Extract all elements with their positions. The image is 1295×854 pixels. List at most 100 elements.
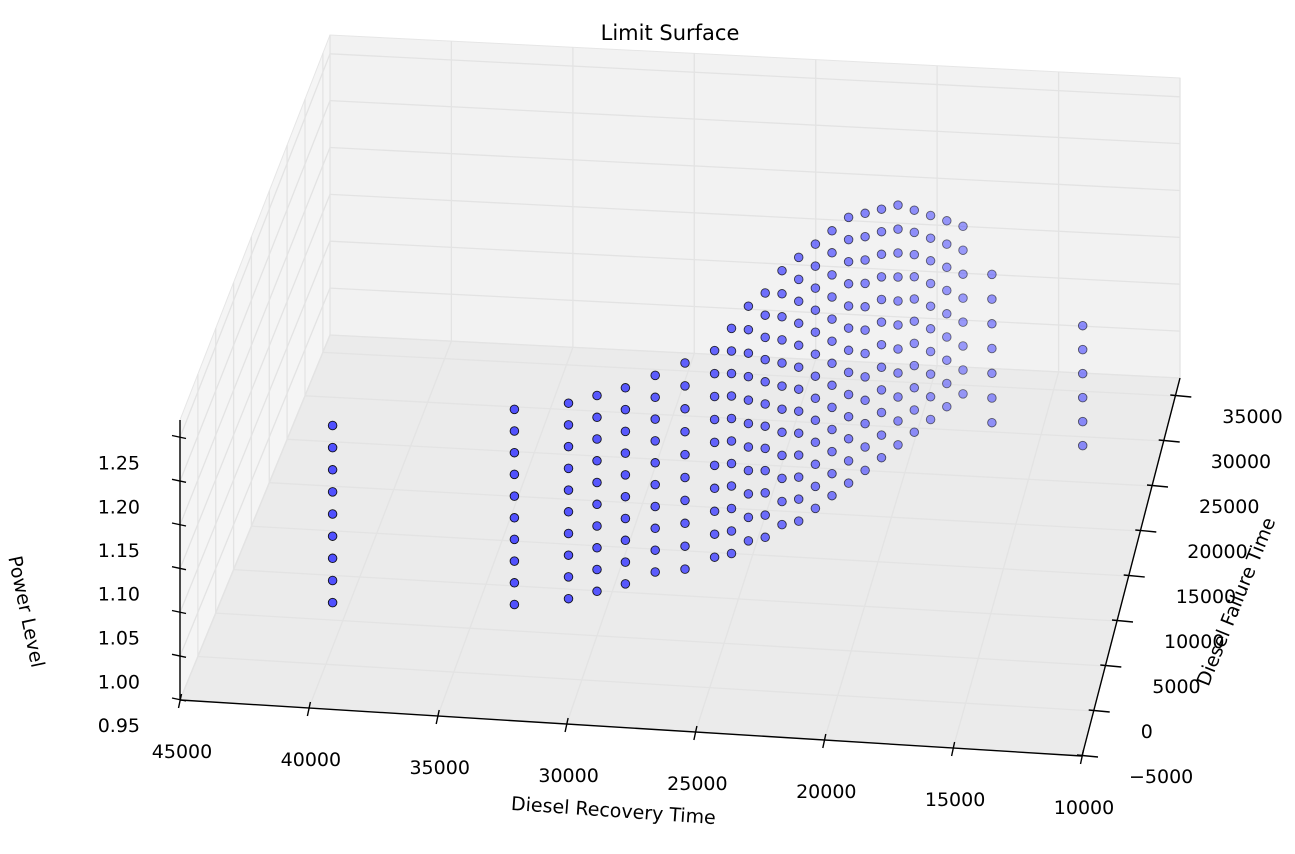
data-point <box>876 362 887 373</box>
data-point <box>827 468 837 479</box>
data-point <box>942 262 952 273</box>
data-point <box>709 414 720 425</box>
data-point <box>909 383 920 393</box>
data-point <box>810 305 821 315</box>
data-point <box>987 294 997 304</box>
data-point <box>827 358 837 369</box>
data-point <box>893 224 903 234</box>
data-point <box>793 450 804 460</box>
data-point <box>893 320 903 330</box>
data-point <box>942 378 952 389</box>
data-point <box>893 344 903 354</box>
data-point <box>509 447 520 458</box>
y-tick-mark <box>1123 574 1145 578</box>
data-point <box>726 526 737 536</box>
data-point <box>592 586 602 597</box>
data-point <box>925 346 936 357</box>
data-point <box>563 485 574 495</box>
data-point <box>563 398 574 408</box>
data-point <box>563 507 574 517</box>
data-point <box>909 227 920 238</box>
data-point <box>860 395 870 406</box>
grid-line-z-back <box>329 53 1181 98</box>
data-point <box>810 393 821 404</box>
y-tick-label: 35000 <box>1222 406 1282 428</box>
data-point <box>876 294 887 305</box>
data-point <box>893 200 903 210</box>
data-point <box>893 416 903 426</box>
grid-line-y-floor <box>287 438 1153 487</box>
axis-panes <box>179 34 1181 757</box>
data-point <box>327 465 338 475</box>
grid-line-z-back <box>329 146 1181 192</box>
data-point <box>563 550 574 560</box>
data-point <box>650 370 660 381</box>
data-point <box>327 442 338 453</box>
data-point <box>777 496 787 507</box>
z-tick-label: 1.10 <box>98 584 140 606</box>
data-point <box>620 404 631 415</box>
data-point <box>760 332 770 343</box>
data-point <box>620 470 631 480</box>
data-point <box>860 208 870 219</box>
data-point <box>860 231 870 242</box>
data-point <box>726 548 737 559</box>
data-point <box>509 578 520 588</box>
data-point <box>942 355 952 365</box>
data-point <box>743 489 754 499</box>
data-point <box>810 503 821 514</box>
data-point <box>810 327 821 337</box>
z-tick-mark <box>171 653 187 658</box>
data-point <box>893 392 903 402</box>
x-tick-mark <box>564 717 569 733</box>
data-point <box>810 239 821 249</box>
data-point <box>680 381 690 391</box>
grid-line-z-side <box>179 100 331 482</box>
data-point <box>909 316 920 326</box>
data-point <box>810 481 821 492</box>
data-point <box>743 512 754 523</box>
data-point <box>909 360 920 371</box>
data-point <box>860 442 870 452</box>
data-point <box>987 343 997 354</box>
data-point <box>909 405 920 415</box>
data-point <box>925 233 936 243</box>
data-point <box>925 301 936 311</box>
chart-title: Limit Surface <box>601 21 740 45</box>
data-point <box>893 368 903 378</box>
data-point <box>709 552 720 562</box>
grid-line-z-side <box>179 147 331 526</box>
data-point <box>925 369 936 379</box>
data-point <box>509 513 520 523</box>
data-point <box>620 383 631 393</box>
data-point <box>843 411 854 422</box>
data-point <box>760 510 770 520</box>
data-point <box>876 249 887 260</box>
data-point <box>1077 440 1088 451</box>
data-point <box>726 481 737 491</box>
data-point <box>810 371 821 381</box>
y-tick-label: 0 <box>1141 721 1153 743</box>
data-point <box>777 381 787 391</box>
data-point <box>327 509 338 519</box>
y-tick-mark <box>1088 709 1110 713</box>
data-point <box>793 384 804 394</box>
data-point <box>760 488 770 498</box>
x-tick-label: 35000 <box>409 757 469 779</box>
data-point <box>860 348 870 359</box>
grid-line-z-side <box>179 240 331 613</box>
x-tick-mark <box>306 701 312 717</box>
data-point <box>620 513 631 524</box>
x-tick-label: 40000 <box>281 749 341 771</box>
axis-ticks: 45000 40000 35000 30000 25000 20000 15000 10000… <box>98 394 1283 819</box>
y-tick-label: 15000 <box>1176 586 1236 608</box>
data-point <box>958 245 968 255</box>
data-point <box>680 495 690 506</box>
data-point <box>958 293 968 303</box>
y-tick-label: 5000 <box>1152 676 1200 698</box>
data-point <box>793 428 804 438</box>
z-tick-mark <box>171 566 187 571</box>
data-point <box>709 460 720 471</box>
y-tick-label: 20000 <box>1187 541 1247 563</box>
grid-line-y-floor <box>197 655 1094 712</box>
